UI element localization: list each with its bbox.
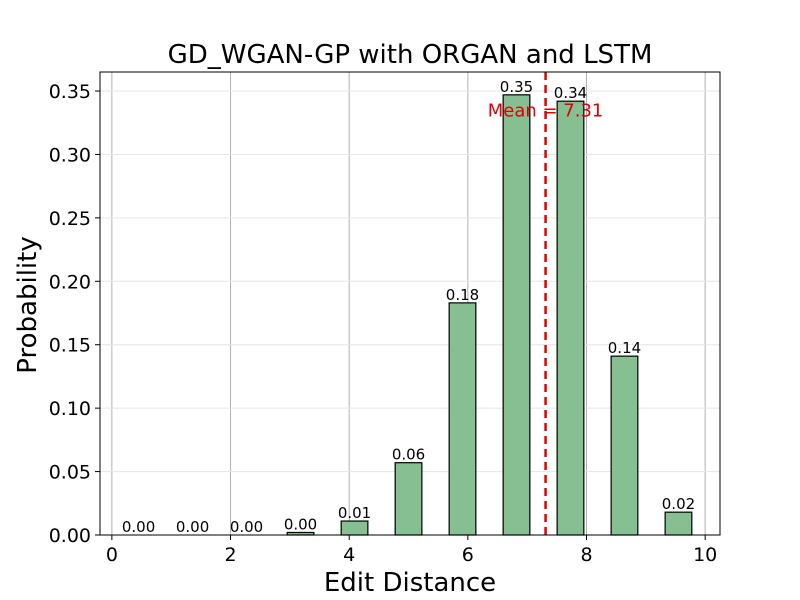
bar [448,302,477,536]
bar-value-label: 0.00 [176,518,209,536]
bar-value-label: 0.34 [554,84,587,102]
grid-lines [100,72,720,536]
chart-title: GD_WGAN-GP with ORGAN and LSTM [168,40,653,70]
x-tick-label: 10 [693,544,717,566]
bar-value-label: 0.14 [608,339,641,357]
bar-value-label: 0.00 [284,515,317,533]
axis-ticks: 0 2 4 6 8 10 0.00 0.05 0.10 0.15 0.20 0.25 0.30 0.35 [49,81,718,566]
bar [610,355,639,536]
bar [394,462,423,536]
y-tick-label: 0.35 [49,81,91,103]
bar-value-label: 0.06 [392,446,425,464]
mean-label: Mean = 7.31 [488,100,604,121]
bar [556,100,585,536]
plot-frame [99,71,721,536]
x-tick-label: 2 [224,544,236,566]
y-tick-label: 0.20 [49,271,91,293]
x-tick-label: 0 [106,544,118,566]
bar-value-label: 0.02 [662,495,695,513]
bar [502,94,531,536]
data-labels: 0.00 0.00 0.00 0.00 0.01 0.06 0.18 0.35 0.34 0.14… [122,78,695,536]
bars [286,94,693,536]
y-tick-label: 0.25 [49,208,91,230]
bar-value-label: 0.18 [446,286,479,304]
bar [664,511,693,536]
bar-value-label: 0.00 [230,518,263,536]
x-tick-label: 4 [343,544,355,566]
bar [340,520,369,536]
y-tick-label: 0.30 [49,144,91,166]
x-tick-label: 6 [462,544,474,566]
bar-value-label: 0.01 [338,504,371,522]
y-tick-label: 0.05 [49,462,91,484]
y-tick-label: 0.00 [49,525,91,547]
y-tick-label: 0.10 [49,398,91,420]
y-tick-label: 0.15 [49,335,91,357]
mean-marker: Mean = 7.31 [488,72,604,535]
y-axis-label: Probability [13,236,43,373]
x-tick-label: 8 [580,544,592,566]
bar-value-label: 0.00 [122,518,155,536]
bar-value-label: 0.35 [500,78,533,96]
x-axis-label: Edit Distance [324,568,496,598]
